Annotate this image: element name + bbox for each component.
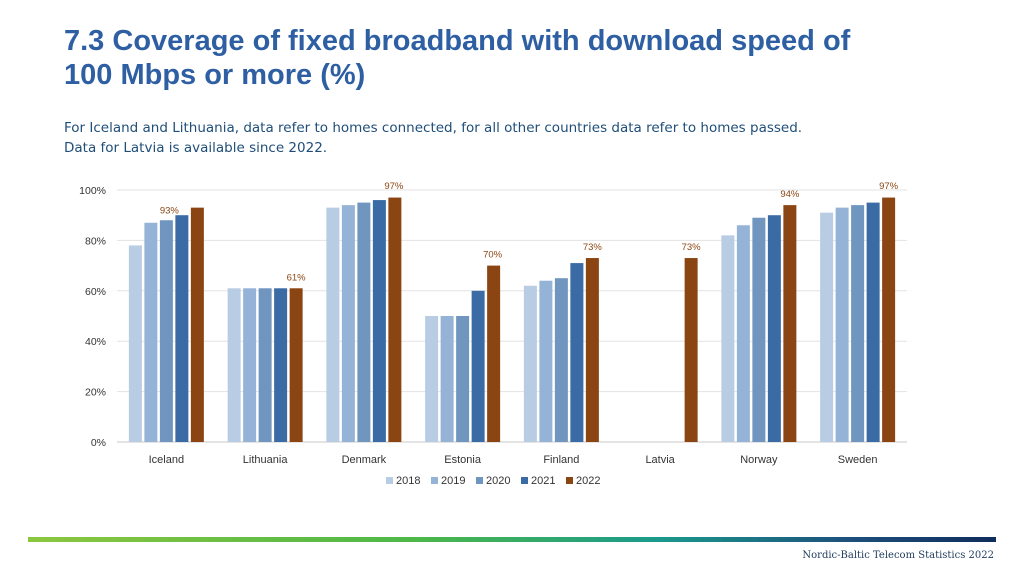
bar-denmark-2021 bbox=[372, 200, 386, 442]
legend-swatch bbox=[521, 477, 528, 484]
y-tick-label: 40% bbox=[85, 336, 106, 348]
bar-lithuania-2021 bbox=[274, 288, 288, 442]
x-tick-label: Latvia bbox=[645, 454, 675, 466]
bar-latvia-2022 bbox=[684, 258, 698, 442]
bar-iceland-2021 bbox=[175, 215, 189, 442]
bar-sweden-2019 bbox=[835, 207, 849, 442]
bar-denmark-2022 bbox=[388, 197, 402, 442]
bar-iceland-2019 bbox=[144, 222, 158, 442]
x-tick-label: Sweden bbox=[838, 454, 878, 466]
data-label: 73% bbox=[583, 242, 603, 253]
bar-norway-2020 bbox=[752, 217, 766, 442]
legend-label: 2021 bbox=[531, 475, 555, 487]
bar-lithuania-2020 bbox=[258, 288, 272, 442]
x-tick-label: Finland bbox=[543, 454, 579, 466]
bar-lithuania-2018 bbox=[227, 288, 241, 442]
bar-estonia-2022 bbox=[487, 265, 501, 442]
bar-iceland-2020 bbox=[159, 220, 173, 442]
y-tick-label: 80% bbox=[85, 235, 106, 247]
legend-label: 2018 bbox=[396, 475, 420, 487]
y-tick-label: 100% bbox=[79, 185, 106, 197]
bar-norway-2019 bbox=[736, 225, 750, 442]
legend-swatch bbox=[566, 477, 573, 484]
bar-lithuania-2019 bbox=[243, 288, 257, 442]
legend-swatch bbox=[431, 477, 438, 484]
bar-finland-2020 bbox=[554, 278, 568, 442]
bar-sweden-2021 bbox=[866, 202, 880, 442]
x-tick-label: Iceland bbox=[149, 454, 184, 466]
data-label: 73% bbox=[682, 242, 702, 253]
bar-estonia-2018 bbox=[425, 316, 439, 442]
y-tick-label: 60% bbox=[85, 286, 106, 298]
legend-swatch bbox=[386, 477, 393, 484]
data-label: 97% bbox=[384, 181, 404, 192]
data-label: 70% bbox=[483, 250, 503, 261]
subtitle-line-2: Data for Latvia is available since 2022. bbox=[64, 140, 328, 156]
data-label: 97% bbox=[879, 181, 899, 192]
y-tick-label: 0% bbox=[91, 437, 106, 449]
bar-denmark-2019 bbox=[341, 205, 355, 442]
data-label: 94% bbox=[780, 189, 800, 200]
x-tick-label: Norway bbox=[740, 454, 778, 466]
title-line-2: 100 Mbps or more (%) bbox=[64, 59, 366, 91]
bar-estonia-2021 bbox=[471, 290, 485, 442]
bar-denmark-2020 bbox=[357, 202, 371, 442]
legend-label: 2022 bbox=[576, 475, 600, 487]
bar-norway-2018 bbox=[721, 235, 735, 442]
title-line-1: 7.3 Coverage of fixed broadband with dow… bbox=[64, 25, 851, 57]
legend-label: 2020 bbox=[486, 475, 510, 487]
footer-source: Nordic-Baltic Telecom Statistics 2022 bbox=[802, 550, 994, 561]
bar-norway-2021 bbox=[767, 215, 781, 442]
legend-swatch bbox=[476, 477, 483, 484]
bar-lithuania-2022 bbox=[289, 288, 303, 442]
bar-finland-2022 bbox=[585, 258, 599, 442]
subtitle-line-1: For Iceland and Lithuania, data refer to… bbox=[64, 120, 803, 136]
data-label: 93% bbox=[160, 206, 180, 217]
bar-estonia-2019 bbox=[440, 316, 454, 442]
bar-iceland-2018 bbox=[128, 245, 142, 442]
bar-finland-2021 bbox=[570, 263, 584, 442]
data-label: 61% bbox=[287, 272, 307, 283]
y-tick-label: 20% bbox=[85, 387, 106, 399]
x-tick-label: Estonia bbox=[444, 454, 482, 466]
bar-finland-2019 bbox=[539, 280, 553, 442]
bar-norway-2022 bbox=[783, 205, 797, 442]
bar-finland-2018 bbox=[523, 285, 537, 442]
bar-iceland-2022 bbox=[190, 207, 204, 442]
chart-subtitle: For Iceland and Lithuania, data refer to… bbox=[64, 118, 964, 158]
bar-estonia-2020 bbox=[456, 316, 470, 442]
x-tick-label: Denmark bbox=[342, 454, 387, 466]
bar-sweden-2020 bbox=[851, 205, 865, 442]
bar-sweden-2022 bbox=[882, 197, 896, 442]
chart-title: 7.3 Coverage of fixed broadband with dow… bbox=[64, 24, 964, 92]
bar-denmark-2018 bbox=[326, 207, 340, 442]
bar-sweden-2018 bbox=[820, 212, 834, 442]
x-tick-label: Lithuania bbox=[243, 454, 289, 466]
footer-gradient-divider bbox=[28, 537, 996, 542]
legend-label: 2019 bbox=[441, 475, 465, 487]
